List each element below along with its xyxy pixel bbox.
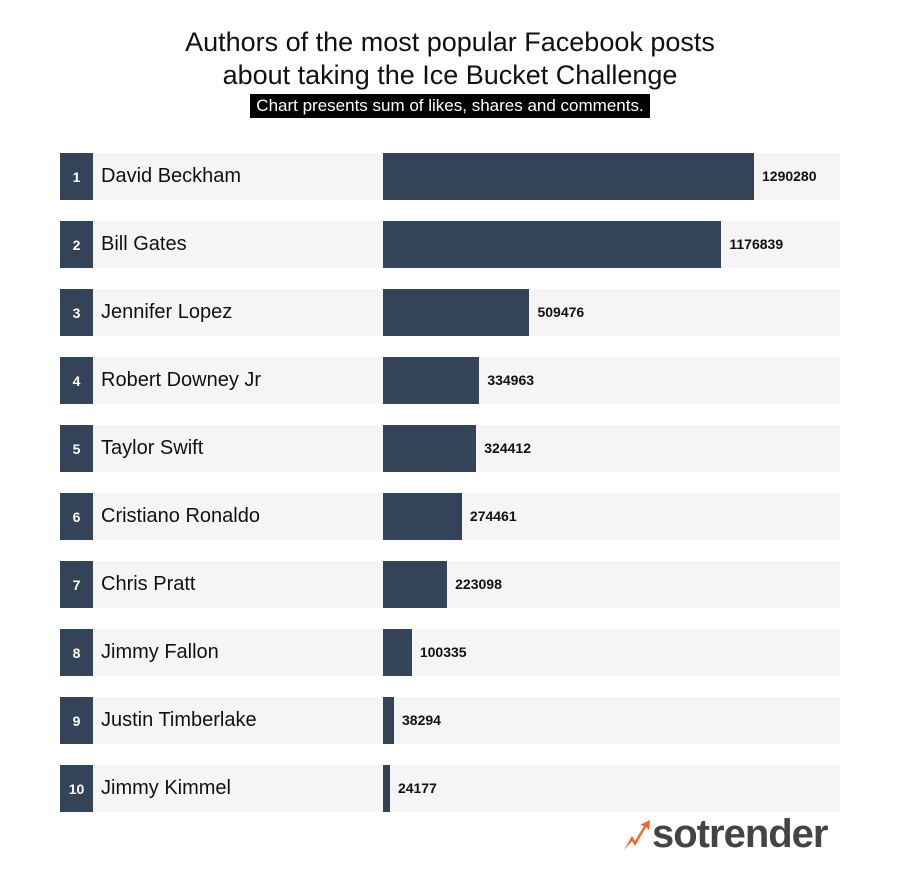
trend-arrow-icon <box>624 819 650 850</box>
category-label: Jimmy Kimmel <box>101 777 231 799</box>
rank-badge: 3 <box>60 289 93 336</box>
category-label: Justin Timberlake <box>101 709 257 731</box>
sotrender-logo: sotrender <box>622 812 828 857</box>
rank-badge: 1 <box>60 153 93 200</box>
bar-row: 9 Justin Timberlake 38294 <box>60 697 840 744</box>
value-label: 1290280 <box>762 168 817 184</box>
bar-row: 3 Jennifer Lopez 509476 <box>60 289 840 336</box>
rank-badge: 2 <box>60 221 93 268</box>
chart-subtitle: Chart presents sum of likes, shares and … <box>250 94 650 118</box>
logo-text: sotrender <box>652 812 828 856</box>
rank-badge: 7 <box>60 561 93 608</box>
category-label: Jennifer Lopez <box>101 301 233 323</box>
category-label: Bill Gates <box>101 233 187 255</box>
rank-badge: 8 <box>60 629 93 676</box>
bar-row: 6 Cristiano Ronaldo 274461 <box>60 493 840 540</box>
bar <box>383 629 412 676</box>
value-label: 274461 <box>469 508 517 524</box>
category-label: Chris Pratt <box>101 573 196 595</box>
category-label: David Beckham <box>101 165 242 187</box>
bar <box>383 493 462 540</box>
category-label: Cristiano Ronaldo <box>101 505 260 527</box>
value-label: 324412 <box>484 440 531 456</box>
bar-row: 1 David Beckham 1290280 <box>60 153 840 200</box>
category-label: Robert Downey Jr <box>101 369 262 391</box>
value-label: 24177 <box>397 780 437 796</box>
bar-row: 8 Jimmy Fallon 100335 <box>60 629 840 676</box>
title-line-2: about taking the Ice Bucket Challenge <box>222 60 678 90</box>
value-label: 1176839 <box>729 236 784 252</box>
bar-row: 4 Robert Downey Jr 334963 <box>60 357 840 404</box>
category-label: Jimmy Fallon <box>101 641 219 663</box>
bar <box>383 697 394 744</box>
category-label: Taylor Swift <box>101 437 204 459</box>
bar <box>383 357 480 404</box>
value-label: 509476 <box>537 304 585 320</box>
bar <box>383 561 448 608</box>
bar <box>383 765 390 812</box>
bar <box>383 289 530 336</box>
rank-badge: 5 <box>60 425 93 472</box>
bar <box>383 221 722 268</box>
bar-row: 2 Bill Gates 1176839 <box>60 221 840 268</box>
value-label: 334963 <box>487 372 535 388</box>
rank-badge: 10 <box>60 765 93 812</box>
bar-row: 10 Jimmy Kimmel 24177 <box>60 765 840 812</box>
rank-badge: 9 <box>60 697 93 744</box>
value-label: 100335 <box>419 644 467 660</box>
title-line-1: Authors of the most popular Facebook pos… <box>185 27 715 57</box>
value-label: 38294 <box>402 712 441 728</box>
rank-badge: 4 <box>60 357 93 404</box>
bar <box>383 425 477 472</box>
value-label: 223098 <box>455 576 502 592</box>
bar-row: 5 Taylor Swift 324412 <box>60 425 840 472</box>
chart-title: Authors of the most popular Facebook pos… <box>0 26 900 92</box>
bar-row: 7 Chris Pratt 223098 <box>60 561 840 608</box>
bar <box>383 153 754 200</box>
rank-badge: 6 <box>60 493 93 540</box>
